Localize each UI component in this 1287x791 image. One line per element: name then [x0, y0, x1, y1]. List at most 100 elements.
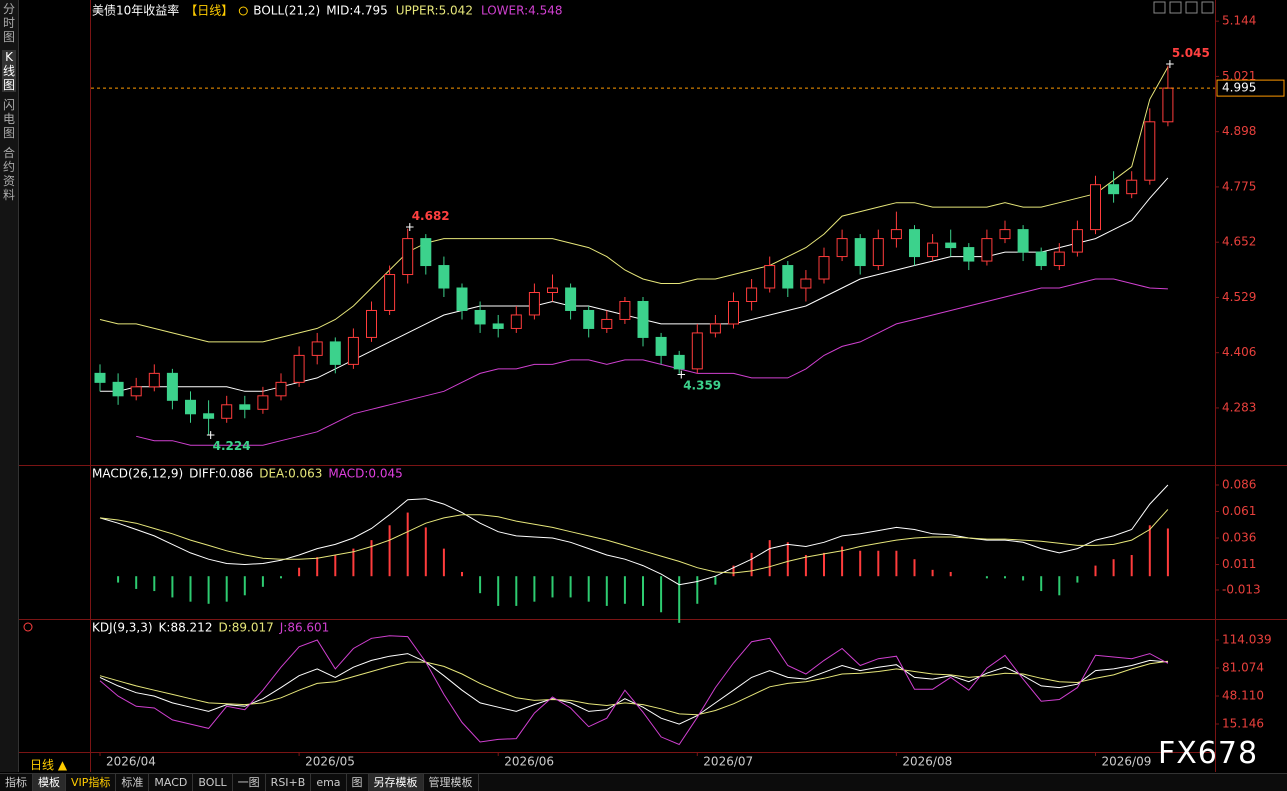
candle-body	[1090, 184, 1101, 231]
candle-body	[1126, 179, 1138, 195]
candle-body	[384, 274, 396, 311]
y-tick-label: 48.110	[1222, 689, 1264, 703]
y-tick-label: 0.061	[1222, 504, 1256, 518]
y-tick-label: 4.652	[1222, 235, 1256, 249]
candle-body	[981, 238, 993, 262]
x-tick-label: 2026/09	[1102, 755, 1152, 769]
marker: +	[676, 367, 686, 381]
toolbar-button[interactable]: 管理模板	[424, 774, 479, 791]
y-tick-label: 5.144	[1222, 14, 1256, 28]
legend-entry: K:88.212	[159, 621, 213, 635]
candle-body	[1053, 251, 1065, 267]
candle-body	[275, 381, 287, 397]
candle-body	[746, 287, 758, 302]
toolbar-button[interactable]: 另存模板	[368, 774, 424, 791]
price-annotation: 4.359	[683, 378, 721, 392]
icon	[238, 6, 248, 16]
sidebar-tab[interactable]: 闪电图	[2, 98, 15, 140]
marker: +	[206, 428, 216, 442]
sidebar-tab[interactable]: K线图	[2, 50, 16, 92]
sidebar-tab[interactable]: 合约资料	[2, 146, 15, 202]
x-tick-label: 2026/04	[106, 755, 156, 769]
icon[interactable]	[1169, 1, 1182, 14]
candle-body	[185, 399, 196, 415]
icon[interactable]	[1153, 1, 1166, 14]
candle-body	[728, 300, 739, 325]
icon[interactable]	[23, 622, 33, 632]
candle-body	[366, 309, 377, 338]
candle-body	[854, 238, 866, 267]
candle-body	[402, 238, 414, 276]
candle-body	[510, 314, 522, 329]
indicator-line	[99, 66, 1169, 343]
toolbar-button[interactable]: 一图	[233, 774, 266, 791]
legend-entry: KDJ(9,3,3)	[92, 621, 153, 635]
period-button[interactable]: 日线 ▲	[30, 758, 68, 772]
candle-body	[963, 247, 975, 262]
candle-body	[112, 381, 124, 397]
legend-entry: 美债10年收益率	[92, 3, 179, 18]
candle-body	[221, 404, 233, 419]
legend-entry: MACD(26,12,9)	[92, 467, 183, 481]
toolbar-button[interactable]: MACD	[149, 774, 194, 791]
legend-entry: MID:4.795	[326, 4, 388, 18]
chart: 5.144 5.021 4.898 4.775 4.652 4.529 4.406 4.283…	[19, 0, 1287, 772]
y-tick-label: 4.406	[1222, 345, 1256, 359]
legend-entry: DIFF:0.086	[189, 467, 253, 481]
candle-body	[94, 372, 106, 383]
toolbar-button[interactable]: 标准	[116, 774, 150, 791]
toolbar-button[interactable]: 指标	[0, 774, 33, 791]
candle-body	[329, 341, 341, 365]
price-annotation: 4.682	[412, 209, 450, 223]
candle-body	[166, 372, 178, 401]
candle-body	[909, 229, 920, 258]
candle-body	[1017, 229, 1029, 253]
candle-body	[257, 395, 269, 410]
candle-body	[945, 242, 957, 249]
candle-body	[420, 238, 432, 267]
legend-entry: 【日线】	[185, 4, 233, 18]
price-annotation: 5.045	[1172, 46, 1210, 60]
toolbar-button[interactable]: VIP指标	[66, 774, 117, 791]
toolbar-button[interactable]: 模板	[33, 774, 66, 791]
candle-body	[709, 323, 721, 334]
toolbar-button[interactable]: ema	[311, 774, 347, 791]
candle-body	[239, 404, 251, 410]
candle-body	[311, 341, 323, 356]
candle-body	[565, 287, 577, 311]
y-tick-label: 5.021	[1222, 69, 1256, 83]
y-tick-label: 0.036	[1222, 531, 1256, 545]
sidebar-tab[interactable]: 分时图	[2, 2, 15, 44]
candle-body	[872, 238, 884, 267]
legend-entry: J:86.601	[279, 621, 330, 635]
candle-body	[1071, 229, 1083, 253]
candle-body	[547, 287, 558, 293]
candle-body	[637, 300, 649, 338]
last-price-box	[1216, 79, 1285, 97]
candle-body	[619, 300, 631, 320]
y-tick-label: 81.074	[1222, 661, 1264, 675]
indicator-line	[99, 509, 1169, 574]
candle-body	[438, 265, 450, 289]
toolbar-button[interactable]: BOLL	[193, 774, 233, 791]
icon[interactable]	[1201, 1, 1214, 14]
candle-body	[764, 265, 776, 289]
indicator-line	[100, 177, 1169, 392]
candle-body	[673, 354, 685, 370]
candle-body	[836, 238, 848, 258]
toolbar-button[interactable]: 图	[347, 774, 369, 791]
x-tick-label: 2026/07	[703, 755, 753, 769]
y-tick-label: 15.146	[1222, 717, 1264, 731]
legend-entry: LOWER:4.548	[481, 4, 563, 18]
window-icons[interactable]	[1153, 1, 1214, 14]
icon[interactable]	[1185, 1, 1198, 14]
candle-body	[203, 413, 215, 419]
toolbar-button[interactable]: RSI+B	[266, 774, 312, 791]
candle-body	[492, 323, 504, 329]
candle-body	[1108, 184, 1120, 195]
candle-body	[528, 292, 540, 316]
candle-body	[456, 287, 468, 311]
x-tick-label: 2026/08	[902, 755, 952, 769]
marker: +	[1165, 57, 1175, 71]
x-tick-label: 2026/06	[504, 755, 554, 769]
